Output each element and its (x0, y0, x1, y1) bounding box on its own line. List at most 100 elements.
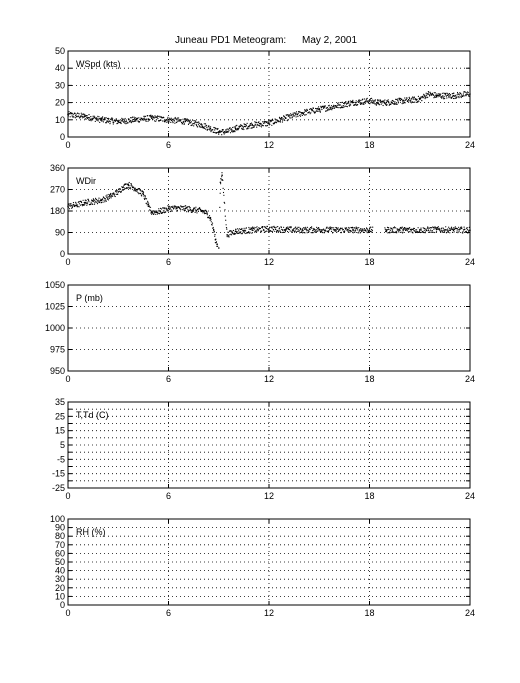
data-point (67, 115, 69, 117)
data-point (203, 212, 205, 214)
data-point (348, 227, 350, 229)
data-point (168, 117, 170, 119)
data-point (243, 125, 246, 128)
data-point (169, 210, 171, 213)
data-point (461, 94, 463, 96)
data-point (445, 226, 447, 228)
data-point (202, 212, 204, 214)
data-point (188, 122, 190, 124)
data-point (231, 131, 233, 133)
data-point (182, 120, 184, 122)
y-tick-label: 0 (60, 249, 65, 259)
data-point (365, 229, 367, 231)
data-point (196, 209, 198, 212)
data-point (363, 103, 365, 105)
data-point (452, 94, 455, 97)
data-point (458, 231, 460, 233)
data-point (182, 122, 184, 124)
data-point (226, 131, 228, 133)
data-point (234, 127, 237, 130)
data-point (197, 124, 199, 126)
data-point (93, 115, 95, 117)
data-point (396, 232, 398, 234)
data-point (151, 211, 153, 213)
data-point (321, 230, 323, 232)
data-point (421, 95, 424, 97)
data-point (198, 122, 200, 125)
data-point (314, 229, 316, 231)
x-tick-label: 0 (65, 608, 70, 618)
data-point (140, 194, 142, 196)
data-point (163, 208, 165, 210)
data-point (327, 109, 329, 111)
data-point (101, 120, 103, 122)
data-point (325, 227, 327, 229)
data-point (322, 105, 324, 107)
data-point (123, 120, 125, 122)
data-point (282, 119, 284, 121)
data-point (444, 98, 446, 100)
data-point (133, 118, 135, 121)
data-point (204, 212, 207, 214)
data-point (434, 226, 436, 228)
data-point (224, 215, 226, 217)
data-point (440, 93, 442, 95)
data-point (346, 103, 348, 105)
data-point (268, 231, 270, 233)
data-point (281, 117, 283, 119)
data-point (151, 117, 153, 119)
y-tick-label: 90 (55, 228, 65, 238)
data-point (328, 230, 330, 232)
data-point (459, 95, 461, 97)
data-point (454, 94, 456, 96)
data-point (451, 96, 453, 98)
data-point (294, 112, 296, 114)
data-point (177, 120, 179, 122)
data-point (410, 98, 412, 100)
data-point (170, 119, 173, 122)
data-point (125, 123, 127, 125)
data-point (233, 126, 235, 128)
data-point (442, 98, 445, 100)
y-tick-label: 40 (55, 566, 65, 576)
data-point (227, 231, 229, 233)
data-point (363, 228, 365, 230)
data-point (387, 232, 389, 234)
data-point (111, 194, 113, 197)
data-point (409, 97, 411, 99)
panel-1: 0 90 180 270 360 0 6 12 18 24 WDir (50, 163, 475, 267)
data-point (175, 118, 177, 120)
data-point (379, 100, 382, 102)
data-point (132, 120, 134, 123)
data-point (99, 200, 101, 202)
data-point (156, 213, 158, 215)
data-point (426, 94, 428, 96)
data-point (335, 229, 337, 231)
data-point (331, 227, 333, 229)
data-point (296, 113, 298, 115)
data-point (336, 231, 338, 233)
data-point (339, 229, 341, 231)
data-point (124, 122, 126, 124)
data-point (298, 114, 300, 116)
data-point (72, 114, 74, 116)
data-point (245, 227, 247, 229)
data-point (300, 114, 302, 116)
data-point (164, 207, 166, 209)
data-point (355, 100, 357, 102)
data-point (386, 104, 388, 106)
data-point (287, 230, 289, 233)
data-point (125, 188, 127, 190)
data-point (333, 105, 335, 107)
data-point (199, 207, 201, 209)
data-point (337, 228, 339, 230)
data-point (341, 101, 344, 103)
data-point (393, 231, 395, 234)
data-point (352, 227, 354, 229)
data-point (413, 101, 415, 103)
data-point (343, 103, 345, 105)
data-point (227, 234, 229, 236)
data-point (226, 228, 228, 230)
data-point (401, 226, 403, 228)
data-point (304, 232, 306, 234)
